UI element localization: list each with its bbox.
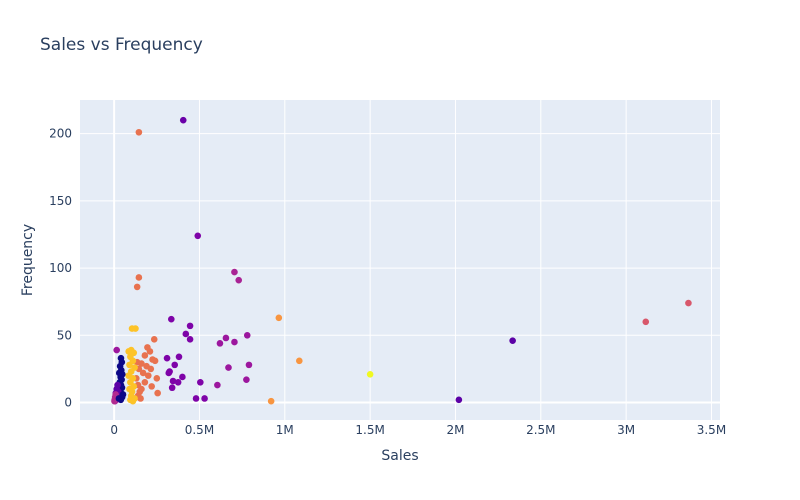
y-tick-label: 50 xyxy=(57,328,72,342)
data-point[interactable] xyxy=(150,336,158,343)
data-point[interactable] xyxy=(119,391,127,398)
chart-title: Sales vs Frequency xyxy=(40,35,203,55)
x-tick-label: 3M xyxy=(617,423,635,437)
data-point[interactable] xyxy=(135,274,143,281)
data-point[interactable] xyxy=(186,322,194,330)
x-tick-label: 2M xyxy=(446,423,464,437)
data-point[interactable] xyxy=(113,346,120,354)
data-point[interactable] xyxy=(144,372,152,379)
data-point[interactable] xyxy=(126,361,133,369)
data-point[interactable] xyxy=(509,337,516,344)
data-point[interactable] xyxy=(179,373,186,381)
plot-area xyxy=(80,100,720,420)
data-point[interactable] xyxy=(141,352,149,359)
data-point[interactable] xyxy=(135,128,143,136)
data-point[interactable] xyxy=(186,336,194,343)
data-point[interactable] xyxy=(214,381,221,389)
data-point[interactable] xyxy=(169,377,177,385)
data-point[interactable] xyxy=(154,389,161,397)
data-point[interactable] xyxy=(231,338,238,346)
x-tick-label: 3.5M xyxy=(697,423,726,437)
data-point[interactable] xyxy=(171,361,179,369)
data-point[interactable] xyxy=(147,365,155,373)
data-point[interactable] xyxy=(182,330,190,338)
y-tick-label: 150 xyxy=(49,194,72,208)
x-tick-label: 1M xyxy=(276,423,294,437)
y-tick-label: 200 xyxy=(49,127,72,141)
x-tick-label: 0 xyxy=(110,423,118,437)
data-point[interactable] xyxy=(179,116,187,124)
y-axis-title: Frequency xyxy=(20,224,36,296)
data-point[interactable] xyxy=(115,395,123,402)
data-point[interactable] xyxy=(231,268,238,276)
grid-lines xyxy=(80,100,720,420)
data-point[interactable] xyxy=(151,357,159,365)
data-point[interactable] xyxy=(455,396,463,404)
data-point[interactable] xyxy=(222,334,230,342)
data-point[interactable] xyxy=(296,357,303,365)
data-point[interactable] xyxy=(133,283,141,291)
data-point[interactable] xyxy=(685,299,692,307)
data-point[interactable] xyxy=(163,354,171,362)
y-axis-ticks: 0 50 100 150 200 xyxy=(49,127,72,410)
data-point[interactable] xyxy=(166,368,173,375)
data-point[interactable] xyxy=(132,325,139,332)
data-point[interactable] xyxy=(141,379,149,386)
data-point[interactable] xyxy=(267,397,275,405)
data-point[interactable] xyxy=(216,340,224,347)
data-point[interactable] xyxy=(366,370,374,378)
data-point[interactable] xyxy=(139,369,147,377)
data-point[interactable] xyxy=(148,383,155,390)
data-point[interactable] xyxy=(175,353,183,361)
data-point[interactable] xyxy=(129,397,137,405)
data-point[interactable] xyxy=(245,361,253,369)
data-point[interactable] xyxy=(197,379,204,386)
data-point[interactable] xyxy=(243,376,250,383)
data-point[interactable] xyxy=(137,395,144,402)
data-point[interactable] xyxy=(225,364,232,371)
data-point[interactable] xyxy=(168,315,175,323)
x-tick-label: 0.5M xyxy=(185,423,214,437)
data-point[interactable] xyxy=(243,331,251,339)
data-point[interactable] xyxy=(174,379,182,386)
y-tick-label: 0 xyxy=(64,396,72,410)
data-point[interactable] xyxy=(192,395,200,402)
x-tick-label: 2.5M xyxy=(526,423,555,437)
data-points xyxy=(111,116,692,405)
data-point[interactable] xyxy=(642,318,650,326)
data-point[interactable] xyxy=(153,375,161,382)
y-tick-label: 100 xyxy=(49,261,72,275)
data-point[interactable] xyxy=(201,395,208,402)
x-axis-ticks: 0 0.5M 1M 1.5M 2M 2.5M 3M 3.5M xyxy=(110,423,726,437)
data-point[interactable] xyxy=(146,348,154,355)
x-axis-title: Sales xyxy=(381,448,418,464)
x-tick-label: 1.5M xyxy=(355,423,384,437)
data-point[interactable] xyxy=(235,276,243,284)
data-point[interactable] xyxy=(275,314,283,322)
data-point[interactable] xyxy=(168,384,176,392)
data-point[interactable] xyxy=(194,232,202,240)
